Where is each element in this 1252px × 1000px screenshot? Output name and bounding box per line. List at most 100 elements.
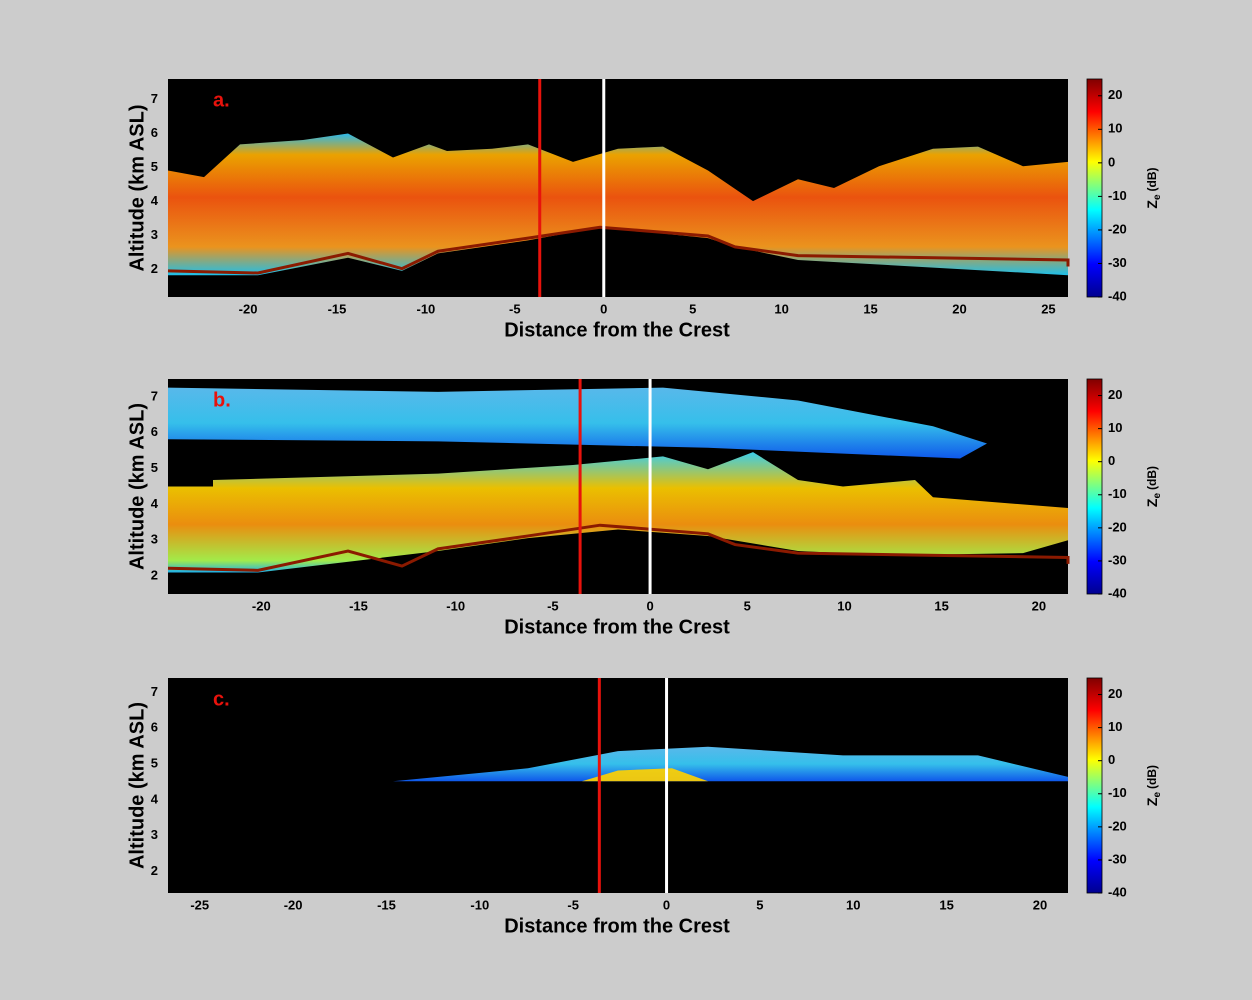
x-axis-label: Distance from the Crest — [504, 915, 730, 937]
colorbar-tick-label: 0 — [1108, 453, 1115, 468]
radar-echo — [168, 387, 987, 459]
colorbar — [1086, 378, 1103, 595]
y-tick-label: 5 — [151, 159, 158, 174]
colorbar-label-unit: (dB) — [1145, 765, 1159, 789]
colorbar-tick-label: 10 — [1108, 420, 1122, 435]
y-tick-label: 3 — [151, 532, 158, 547]
colorbar-tick-label: 0 — [1108, 154, 1115, 169]
colorbar-label-symbol: Z — [1144, 498, 1160, 507]
x-tick-label: 15 — [939, 897, 953, 912]
radar-echo — [168, 452, 1068, 573]
terrain-line — [167, 225, 1070, 275]
radar-echo — [168, 133, 1068, 276]
colorbar-tick-label: 10 — [1108, 121, 1122, 136]
x-tick-label: 20 — [952, 301, 966, 316]
x-tick-label: 10 — [774, 301, 788, 316]
panel-label: a. — [213, 89, 230, 111]
x-tick-label: 20 — [1033, 897, 1047, 912]
colorbar — [1086, 78, 1103, 298]
colorbar-label: Ze (dB) — [1144, 167, 1163, 208]
x-axis-label: Distance from the Crest — [504, 616, 730, 638]
colorbar-tick-label: 20 — [1108, 87, 1122, 102]
colorbar-label-unit: (dB) — [1145, 167, 1159, 191]
colorbar-tick-label: -10 — [1108, 785, 1127, 800]
colorbar-tick-label: -20 — [1108, 818, 1127, 833]
y-axis-label: Altitude (km ASL) — [126, 403, 148, 570]
x-tick-label: 5 — [756, 897, 763, 912]
colorbar-tick-label: -40 — [1108, 288, 1127, 303]
y-tick-label: 3 — [151, 827, 158, 842]
colorbar-tick-label: 20 — [1108, 686, 1122, 701]
colorbar-tick-label: -10 — [1108, 486, 1127, 501]
x-axis-label: Distance from the Crest — [504, 319, 730, 341]
y-tick-label: 6 — [151, 720, 158, 735]
y-tick-label: 2 — [151, 568, 158, 583]
colorbar-label-subscript: e — [1152, 792, 1163, 798]
x-tick-label: 0 — [646, 598, 653, 613]
x-tick-label: -10 — [470, 897, 489, 912]
x-tick-label: 10 — [846, 897, 860, 912]
x-tick-label: 15 — [934, 598, 948, 613]
y-axis-label: Altitude (km ASL) — [126, 104, 148, 271]
y-tick-label: 6 — [151, 125, 158, 140]
y-tick-label: 7 — [151, 91, 158, 106]
y-tick-label: 2 — [151, 863, 158, 878]
plot-area — [168, 678, 1068, 893]
colorbar-label-subscript: e — [1152, 194, 1163, 200]
panel-label: c. — [213, 688, 230, 710]
radar-echo — [582, 768, 708, 782]
colorbar-tick-label: -10 — [1108, 188, 1127, 203]
colorbar-tick-label: -30 — [1108, 255, 1127, 270]
y-tick-label: 3 — [151, 227, 158, 242]
colorbar-tick-label: 0 — [1108, 752, 1115, 767]
x-tick-label: 25 — [1041, 301, 1055, 316]
radar-echo — [393, 746, 1068, 782]
panel-label: b. — [213, 389, 231, 411]
colorbar — [1086, 677, 1103, 894]
colorbar-label-subscript: e — [1152, 493, 1163, 499]
y-tick-label: 7 — [151, 684, 158, 699]
x-tick-label: -20 — [252, 598, 271, 613]
terrain-line — [167, 523, 1070, 572]
x-tick-label: -15 — [349, 598, 368, 613]
colorbar-tick-label: 20 — [1108, 387, 1122, 402]
x-tick-label: -10 — [446, 598, 465, 613]
x-tick-label: -15 — [377, 897, 396, 912]
y-tick-label: 2 — [151, 261, 158, 276]
colorbar-label-symbol: Z — [1144, 797, 1160, 806]
colorbar-label-symbol: Z — [1144, 200, 1160, 209]
colorbar-tick-label: -30 — [1108, 552, 1127, 567]
y-tick-label: 4 — [151, 791, 159, 806]
x-tick-label: -20 — [239, 301, 258, 316]
x-tick-label: -10 — [417, 301, 436, 316]
colorbar-tick-label: -40 — [1108, 585, 1127, 600]
x-tick-label: -15 — [328, 301, 347, 316]
x-tick-label: -20 — [284, 897, 303, 912]
x-tick-label: 5 — [744, 598, 751, 613]
y-tick-label: 5 — [151, 460, 158, 475]
y-axis-label: Altitude (km ASL) — [126, 702, 148, 869]
x-tick-label: -25 — [190, 897, 209, 912]
colorbar-label-unit: (dB) — [1145, 466, 1159, 490]
colorbar-tick-label: -20 — [1108, 221, 1127, 236]
x-tick-label: 10 — [837, 598, 851, 613]
x-tick-label: 0 — [600, 301, 607, 316]
x-tick-label: 15 — [863, 301, 877, 316]
y-tick-label: 7 — [151, 388, 158, 403]
x-tick-label: 0 — [663, 897, 670, 912]
x-tick-label: -5 — [509, 301, 521, 316]
colorbar-tick-label: -30 — [1108, 851, 1127, 866]
y-tick-label: 5 — [151, 755, 158, 770]
x-tick-label: 5 — [689, 301, 696, 316]
y-tick-label: 6 — [151, 424, 158, 439]
colorbar-tick-label: 10 — [1108, 719, 1122, 734]
colorbar-label: Ze (dB) — [1144, 466, 1163, 507]
y-tick-label: 4 — [151, 193, 159, 208]
x-tick-label: 20 — [1032, 598, 1046, 613]
colorbar-tick-label: -20 — [1108, 519, 1127, 534]
y-tick-label: 4 — [151, 496, 159, 511]
x-tick-label: -5 — [547, 598, 559, 613]
colorbar-label: Ze (dB) — [1144, 765, 1163, 806]
x-tick-label: -5 — [567, 897, 579, 912]
